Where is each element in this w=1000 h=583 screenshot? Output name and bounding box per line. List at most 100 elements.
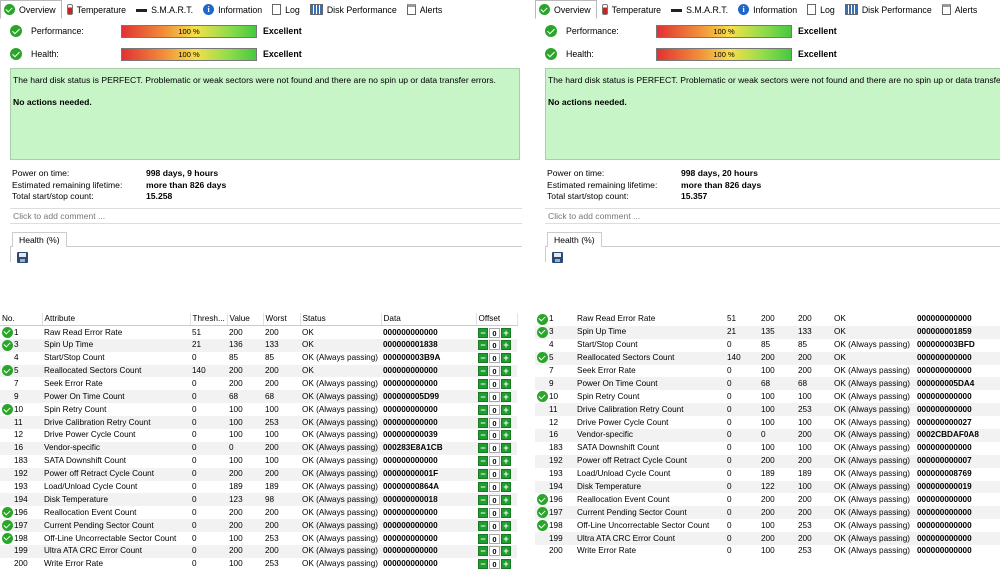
table-row[interactable]: 4 Start/Stop Count 0 85 85 OK (Always passing…: [0, 352, 517, 365]
minus-icon[interactable]: −: [478, 469, 488, 480]
minus-icon[interactable]: −: [478, 353, 488, 364]
table-row[interactable]: 4 Start/Stop Count 0 85 85 OK (Always passing…: [535, 339, 1000, 352]
column-header[interactable]: Status: [300, 313, 382, 327]
offset-value[interactable]: 0: [489, 443, 500, 454]
tab-s-m-a-r-t[interactable]: S.M.A.R.T.: [668, 1, 733, 18]
offset-value[interactable]: 0: [489, 559, 500, 570]
tab-overview[interactable]: Overview: [0, 0, 62, 19]
plus-icon[interactable]: +: [501, 378, 511, 389]
table-row[interactable]: 3 Spin Up Time 21 136 133 OK 000000001838−0 +: [0, 338, 517, 352]
tab-temperature[interactable]: Temperature: [64, 1, 131, 18]
table-row[interactable]: 1 Raw Read Error Rate 51 200 200 OK 0000000000…: [0, 326, 517, 339]
table-row[interactable]: 198 Off-Line Uncorrectable Sector Count 0 1…: [535, 519, 1000, 532]
minus-icon[interactable]: −: [478, 340, 488, 351]
table-row[interactable]: 9 Power On Time Count 0 68 68 OK (Always pass…: [0, 390, 517, 404]
tab-s-m-a-r-t[interactable]: S.M.A.R.T.: [133, 1, 198, 18]
plus-icon[interactable]: +: [501, 366, 511, 376]
offset-value[interactable]: 0: [489, 378, 500, 389]
table-row[interactable]: 7 Seek Error Rate 0 200 200 OK (Always passin…: [0, 377, 517, 390]
table-row[interactable]: 5 Reallocated Sectors Count 140 200 200 OK 000…: [0, 364, 517, 378]
tab-disk-performance[interactable]: Disk Performance: [842, 1, 937, 18]
plus-icon[interactable]: +: [501, 340, 511, 351]
minus-icon[interactable]: −: [478, 430, 488, 441]
table-row[interactable]: 10 Spin Retry Count 0 100 100 OK (Always pass…: [535, 390, 1000, 403]
column-header[interactable]: Thresh...: [190, 313, 228, 327]
table-row[interactable]: 197 Current Pending Sector Count 0 200 200 OK…: [535, 506, 1000, 520]
tab-information[interactable]: i Information: [735, 1, 802, 18]
plus-icon[interactable]: +: [501, 494, 511, 505]
column-header[interactable]: Data: [381, 313, 477, 327]
minus-icon[interactable]: −: [478, 327, 488, 338]
minus-icon[interactable]: −: [478, 494, 488, 505]
plus-icon[interactable]: +: [501, 546, 511, 557]
table-row[interactable]: 193 Load/Unload Cycle Count 0 189 189 OK (Alw…: [535, 468, 1000, 481]
table-row[interactable]: 12 Drive Power Cycle Count 0 100 100 OK (Alwa…: [0, 429, 517, 442]
offset-value[interactable]: 0: [489, 520, 500, 531]
comment-field[interactable]: Click to add comment ...: [10, 208, 522, 224]
save-icon[interactable]: [552, 252, 563, 263]
table-row[interactable]: 7 Seek Error Rate 0 100 200 OK (Always passin…: [535, 365, 1000, 378]
offset-value[interactable]: 0: [489, 417, 500, 428]
plus-icon[interactable]: +: [501, 482, 511, 493]
offset-value[interactable]: 0: [489, 430, 500, 441]
offset-value[interactable]: 0: [489, 404, 500, 415]
offset-value[interactable]: 0: [489, 469, 500, 480]
table-row[interactable]: 10 Spin Retry Count 0 100 100 OK (Always pass…: [0, 403, 517, 416]
table-row[interactable]: 9 Power On Time Count 0 68 68 OK (Always pass…: [535, 377, 1000, 391]
table-row[interactable]: 183 SATA Downshift Count 0 100 100 OK (Always…: [0, 455, 517, 468]
table-row[interactable]: 196 Reallocation Event Count 0 200 200 OK (Al…: [0, 506, 517, 519]
table-row[interactable]: 11 Drive Calibration Retry Count 0 100 253 OK…: [535, 403, 1000, 417]
offset-value[interactable]: 0: [489, 456, 500, 467]
column-header[interactable]: Attribute: [42, 313, 191, 327]
offset-value[interactable]: 0: [489, 546, 500, 557]
table-row[interactable]: 16 Vendor-specific 0 0 200 OK (Always passing…: [0, 441, 517, 455]
tab-disk-performance[interactable]: Disk Performance: [307, 1, 402, 18]
minus-icon[interactable]: −: [478, 456, 488, 467]
minus-icon[interactable]: −: [478, 366, 488, 376]
minus-icon[interactable]: −: [478, 378, 488, 389]
table-row[interactable]: 1 Raw Read Error Rate 51 200 200 OK 0000000000…: [535, 313, 1000, 326]
tab-temperature[interactable]: Temperature: [599, 1, 666, 18]
column-header[interactable]: Offset: [476, 313, 518, 327]
plus-icon[interactable]: +: [501, 353, 511, 364]
minus-icon[interactable]: −: [478, 482, 488, 493]
plus-icon[interactable]: +: [501, 507, 511, 518]
offset-value[interactable]: 0: [489, 353, 500, 364]
table-row[interactable]: 11 Drive Calibration Retry Count 0 100 253 OK…: [0, 416, 517, 430]
minus-icon[interactable]: −: [478, 559, 488, 570]
offset-value[interactable]: 0: [489, 482, 500, 493]
table-row[interactable]: 5 Reallocated Sectors Count 140 200 200 OK 000…: [535, 351, 1000, 365]
plus-icon[interactable]: +: [501, 469, 511, 480]
offset-value[interactable]: 0: [489, 507, 500, 518]
minus-icon[interactable]: −: [478, 533, 488, 544]
table-row[interactable]: 199 Ultra ATA CRC Error Count 0 200 200 OK (A…: [0, 545, 517, 558]
minus-icon[interactable]: −: [478, 404, 488, 415]
minus-icon[interactable]: −: [478, 443, 488, 454]
tab-information[interactable]: i Information: [200, 1, 267, 18]
tab-alerts[interactable]: Alerts: [939, 1, 983, 18]
table-row[interactable]: 198 Off-Line Uncorrectable Sector Count 0 1…: [0, 532, 517, 545]
tab-health-percent[interactable]: Health (%): [547, 232, 602, 247]
table-row[interactable]: 197 Current Pending Sector Count 0 200 200 OK…: [0, 519, 517, 533]
save-icon[interactable]: [17, 252, 28, 263]
minus-icon[interactable]: −: [478, 546, 488, 557]
column-header[interactable]: Value: [227, 313, 264, 327]
offset-value[interactable]: 0: [489, 494, 500, 505]
tab-alerts[interactable]: Alerts: [404, 1, 448, 18]
table-row[interactable]: 12 Drive Power Cycle Count 0 100 100 OK (Alwa…: [535, 416, 1000, 429]
plus-icon[interactable]: +: [501, 559, 511, 570]
offset-value[interactable]: 0: [489, 391, 500, 402]
table-row[interactable]: 193 Load/Unload Cycle Count 0 189 189 OK (Alw…: [0, 481, 517, 494]
plus-icon[interactable]: +: [501, 391, 511, 402]
table-row[interactable]: 194 Disk Temperature 0 123 98 OK (Always pass…: [0, 493, 517, 507]
plus-icon[interactable]: +: [501, 430, 511, 441]
tab-overview[interactable]: Overview: [535, 0, 597, 19]
tab-log[interactable]: Log: [804, 1, 840, 18]
plus-icon[interactable]: +: [501, 456, 511, 467]
table-row[interactable]: 199 Ultra ATA CRC Error Count 0 200 200 OK (A…: [535, 532, 1000, 546]
table-row[interactable]: 192 Power off Retract Cycle Count 0 200 200 O…: [535, 454, 1000, 468]
plus-icon[interactable]: +: [501, 327, 511, 338]
plus-icon[interactable]: +: [501, 533, 511, 544]
column-header[interactable]: Worst: [263, 313, 301, 327]
column-header[interactable]: No.: [0, 313, 43, 327]
